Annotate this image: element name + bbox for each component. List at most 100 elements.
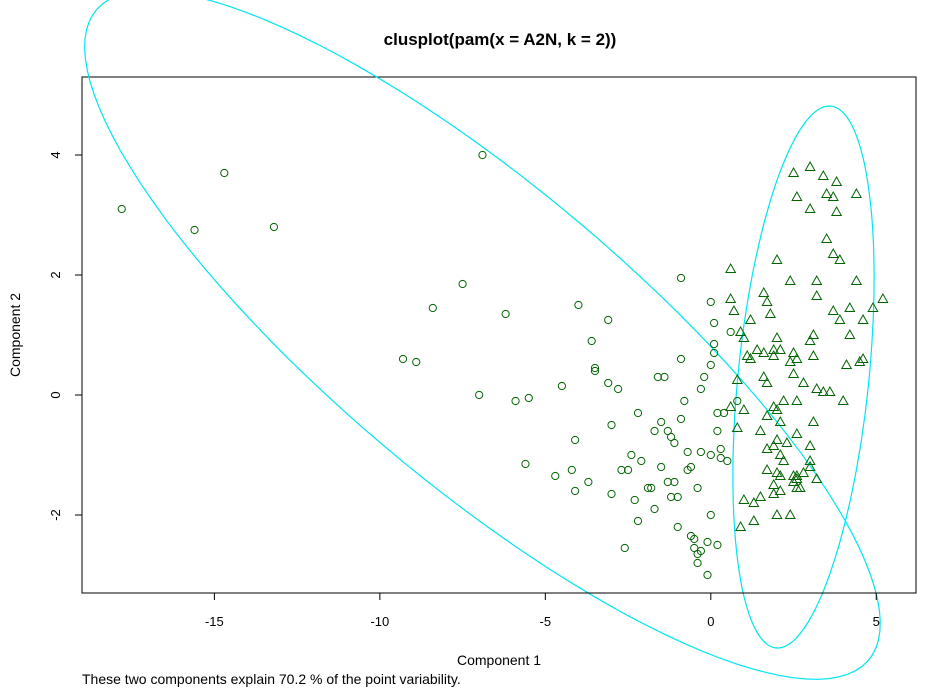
- x-axis-label: Component 1: [457, 652, 541, 668]
- cluster-1-point: [710, 339, 719, 349]
- cluster-1-point: [693, 483, 702, 493]
- cluster-1-point: [623, 465, 633, 475]
- cluster-1-point: [723, 456, 732, 466]
- cluster-1-point: [620, 543, 629, 553]
- cluster-1-point: [604, 378, 613, 388]
- cluster-2-point: [774, 484, 786, 495]
- cluster-1-point: [269, 222, 279, 232]
- cluster-1-point: [551, 471, 560, 481]
- cluster-1-point: [670, 438, 679, 448]
- cluster-1-point: [670, 477, 679, 487]
- cluster-2-point: [725, 400, 737, 411]
- cluster-1-point: [428, 303, 437, 313]
- cluster-1-point: [524, 393, 533, 403]
- cluster-1-point: [574, 300, 583, 310]
- y-axis-label: Component 2: [7, 293, 23, 377]
- cluster-2-point: [811, 274, 823, 285]
- cluster-2-point: [774, 343, 786, 354]
- cluster-2-point: [824, 385, 836, 396]
- cluster-1-point: [706, 360, 715, 370]
- cluster-2-point: [774, 469, 786, 480]
- cluster-1-point: [458, 279, 467, 289]
- cluster-1-point: [630, 495, 639, 505]
- cluster-2-point: [768, 439, 780, 450]
- cluster-2-point: [768, 349, 780, 360]
- cluster-1-point: [710, 348, 719, 358]
- cluster-2-point: [850, 187, 863, 198]
- cluster-2-point: [748, 496, 760, 507]
- cluster-1-point: [633, 516, 643, 526]
- cluster-2-point: [771, 331, 783, 342]
- cluster-1-point: [633, 408, 643, 418]
- cluster-2-point: [771, 253, 783, 264]
- cluster-2-point: [768, 343, 780, 354]
- cluster-1-point: [703, 537, 712, 547]
- x-tick-label: -15: [205, 614, 224, 629]
- y-axis: -2 0 2 4: [48, 151, 83, 521]
- cluster-2-point: [834, 313, 846, 324]
- cluster-2-point: [754, 490, 767, 501]
- cluster-2-point: [738, 331, 750, 342]
- cluster-2-point: [731, 421, 743, 432]
- cluster-1-point: [657, 417, 666, 427]
- cluster-1-point: [501, 309, 510, 319]
- cluster-2-point: [827, 304, 839, 315]
- cluster-2-point: [854, 355, 866, 366]
- cluster-1-point: [650, 504, 659, 514]
- cluster-1-point: [587, 336, 596, 346]
- cluster-1-point: [412, 357, 421, 367]
- cluster-2-point: [804, 160, 816, 171]
- cluster-2-point: [784, 508, 796, 519]
- cluster-2-point: [811, 382, 823, 393]
- cluster-2-point: [771, 433, 783, 444]
- cluster-2-point: [725, 292, 737, 303]
- cluster-2-point: [834, 253, 846, 264]
- cluster-2-point: [807, 349, 820, 360]
- cluster-1-point: [220, 168, 229, 178]
- cluster-2-point: [761, 409, 773, 420]
- cluster-1-point: [647, 483, 656, 493]
- cluster-2-point: [774, 448, 786, 459]
- cluster-1-point: [706, 450, 715, 460]
- cluster-ellipses: [84, 0, 881, 680]
- cluster-2-point: [787, 346, 800, 357]
- cluster-1-point: [478, 150, 487, 160]
- cluster-1-point: [511, 396, 520, 406]
- cluster-2-point: [744, 352, 757, 363]
- cluster-2-point: [734, 325, 747, 336]
- cluster-1-point: [676, 273, 686, 283]
- cluster-2-point: [744, 313, 757, 324]
- cluster-2-point: [761, 442, 773, 453]
- cluster-2-point: [821, 187, 833, 198]
- cluster-2-point: [781, 436, 793, 447]
- cluster-2-point: [791, 190, 803, 201]
- cluster-1-point: [607, 420, 616, 430]
- cluster-2-point: [728, 304, 740, 315]
- y-tick-label: 4: [48, 151, 63, 158]
- cluster-1-point: [557, 381, 566, 391]
- cluster-1-point: [567, 465, 576, 475]
- cluster-2-point: [804, 460, 816, 471]
- cluster-1-point: [657, 462, 666, 472]
- chart-title: clusplot(pam(x = A2N, k = 2)): [384, 30, 617, 49]
- cluster-1-point: [716, 453, 725, 463]
- cluster-2-point: [761, 376, 773, 387]
- cluster-2-point: [791, 394, 803, 405]
- cluster-1-point: [719, 408, 729, 418]
- cluster-2-point: [734, 520, 747, 531]
- cluster-1-point: [713, 408, 722, 418]
- cluster-2-point: [768, 400, 780, 411]
- cluster-2-point: [857, 313, 869, 324]
- cluster-1-point: [643, 483, 653, 493]
- cluster-1-point: [584, 477, 593, 487]
- x-axis: -15 -10 -5 0 5: [205, 592, 880, 629]
- cluster-1-point: [706, 510, 715, 520]
- cluster-1-point: [666, 492, 676, 502]
- cluster-1-point: [696, 384, 705, 394]
- cluster-2-point: [784, 274, 796, 285]
- cluster-1-point: [627, 450, 636, 460]
- cluster-2-point: [754, 424, 767, 435]
- cluster-1-point: [590, 366, 600, 376]
- cluster-2-point: [761, 463, 773, 474]
